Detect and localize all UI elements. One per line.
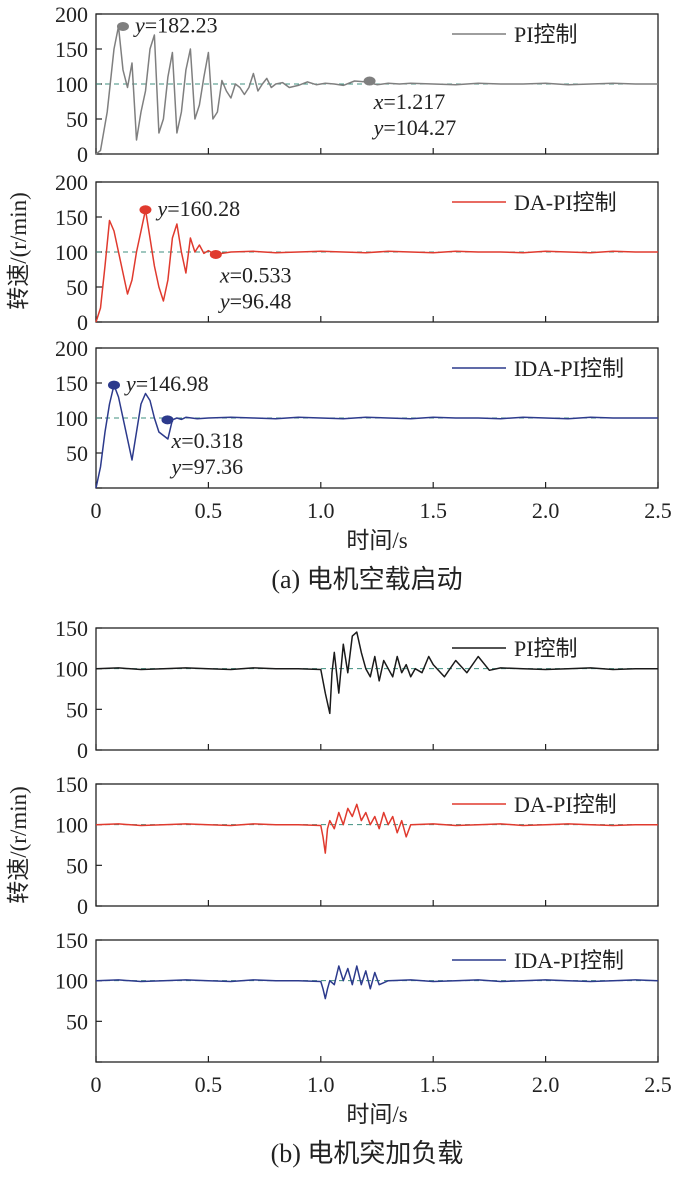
panel-b-1-series-line (95, 631, 658, 715)
panel-a-3-annotation-text: y=146.98 (124, 371, 209, 396)
chart-a-caption: (a) 电机空载启动 (271, 565, 462, 594)
panel-a-2-annotation-marker (209, 249, 222, 259)
panel-a-2-ytick-label: 100 (55, 240, 88, 265)
chart-a-yaxis-label: 转速/(r/min) (6, 192, 31, 310)
panel-a-1-annotation-text: y=104.27 (372, 115, 457, 140)
panel-a-1-ytick-label: 100 (55, 72, 88, 97)
chart-a-xtick-label: 2.5 (644, 498, 672, 523)
panel-a-1-ytick-label: 200 (55, 2, 88, 27)
panel-b-2-legend-label: DA-PI控制 (514, 792, 617, 817)
panel-a-2-annotation-marker (139, 205, 152, 215)
panel-a-1-annotation-marker (363, 76, 376, 86)
panel-a-1-series-line (95, 25, 658, 155)
chart-b-xtick-label: 0.5 (195, 1072, 223, 1097)
panel-a-2-ytick-label: 0 (77, 310, 88, 335)
panel-a-1-ytick-label: 150 (55, 37, 88, 62)
chart-b-xtick-label: 1.0 (307, 1072, 335, 1097)
panel-b-3-ytick-label: 50 (66, 1009, 88, 1034)
chart-b-caption: (b) 电机突加负载 (271, 1139, 464, 1168)
chart-b-xaxis-label: 时间/s (346, 1102, 407, 1127)
panel-a-3-annotation-text: x=0.318 (170, 428, 243, 453)
panel-a-3-ytick-label: 200 (55, 336, 88, 361)
panel-a-3-series-line (95, 384, 658, 489)
panel-a-1-annotation-marker (116, 21, 129, 31)
panel-b-3-legend-label: IDA-PI控制 (514, 948, 624, 973)
panel-a-3-ytick-label: 50 (66, 441, 88, 466)
chart-a-xtick-label: 0 (91, 498, 102, 523)
chart-a-xaxis-label: 时间/s (346, 528, 407, 553)
panel-b-1-ytick-label: 0 (77, 738, 88, 763)
panel-a-2-annotation-text: x=0.533 (219, 262, 292, 287)
chart-a-xtick-label: 0.5 (195, 498, 223, 523)
panel-a-2-ytick-label: 150 (55, 205, 88, 230)
panel-b-2-ytick-label: 100 (55, 813, 88, 838)
panel-a-2-ytick-label: 50 (66, 275, 88, 300)
panel-b-1-ytick-label: 100 (55, 657, 88, 682)
panel-a-1-ytick-label: 50 (66, 107, 88, 132)
chart-b-xtick-label: 2.5 (644, 1072, 672, 1097)
panel-b-1-ytick-label: 50 (66, 697, 88, 722)
panel-b-2-ytick-label: 50 (66, 853, 88, 878)
chart-a-xtick-label: 1.5 (419, 498, 447, 523)
chart-b-yaxis-label: 转速/(r/min) (6, 786, 31, 904)
panel-b-2-series-line (95, 803, 658, 854)
chart-a-xtick-label: 1.0 (307, 498, 335, 523)
panel-b-3-series-line (95, 965, 659, 1000)
panel-a-3-annotation-marker (107, 380, 120, 390)
chart-b-xtick-label: 0 (91, 1072, 102, 1097)
panel-a-1-annotation-text: y=182.23 (133, 12, 218, 37)
panel-b-2-ytick-label: 0 (77, 894, 88, 919)
panel-a-3-annotation-text: y=97.36 (169, 454, 243, 479)
panel-b-2-ytick-label: 150 (55, 772, 88, 797)
panel-a-2-annotation-text: y=96.48 (218, 288, 292, 313)
panel-b-1-ytick-label: 150 (55, 616, 88, 641)
panel-a-2-series-line (95, 209, 658, 323)
panel-b-3-frame (95, 939, 659, 1063)
panel-a-2-annotation-text: y=160.28 (155, 196, 240, 221)
panel-a-2-ytick-label: 200 (55, 170, 88, 195)
panel-b-2-frame (95, 783, 659, 907)
panel-a-2-legend-label: DA-PI控制 (514, 190, 617, 215)
panel-a-1-ytick-label: 0 (77, 142, 88, 167)
panel-a-1-annotation-text: x=1.217 (373, 89, 446, 114)
chart-b-xtick-label: 2.0 (532, 1072, 560, 1097)
chart-b-xtick-label: 1.5 (419, 1072, 447, 1097)
panel-a-1-legend-label: PI控制 (514, 22, 578, 47)
panel-b-1-frame (95, 627, 659, 751)
panel-a-3-ytick-label: 100 (55, 406, 88, 431)
chart-a-xtick-label: 2.0 (532, 498, 560, 523)
panel-a-3-legend-label: IDA-PI控制 (514, 356, 624, 381)
panel-b-1-legend-label: PI控制 (514, 636, 578, 661)
panel-a-3-ytick-label: 150 (55, 371, 88, 396)
panel-b-3-ytick-label: 100 (55, 969, 88, 994)
panel-b-3-ytick-label: 150 (55, 928, 88, 953)
panel-a-3-annotation-marker (161, 415, 174, 425)
